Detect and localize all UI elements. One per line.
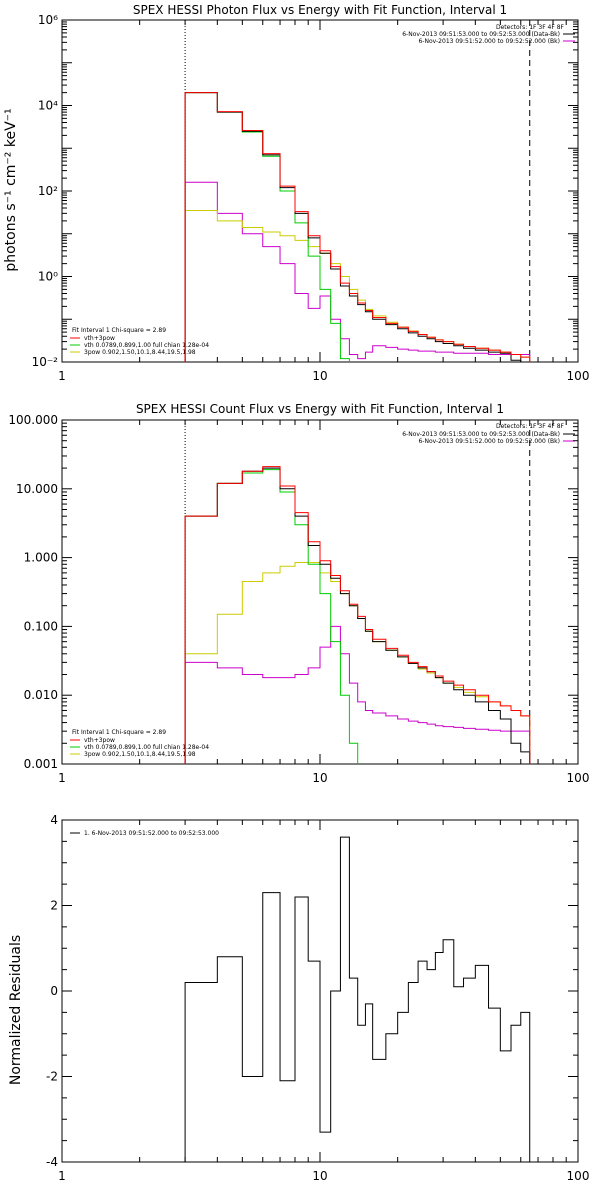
photon-legend-data-interval: 6-Nov-2013 09:51:53.000 to 09:52:53.000 … [402,31,560,38]
residuals-ytick-label: -4 [46,1155,58,1169]
photon-series-total-fit [184,92,531,362]
photon-fit-thermal-label: vth 0.0789,0.899,1.00 full chian 1.28e-0… [84,342,209,349]
photon-fit-chisq: Fit Interval 1 Chi-square = 2.89 [72,327,166,334]
count-fit-total-label: vth+3pow [84,737,115,744]
photon-flux-panel: SPEX HESSI Photon Flux vs Energy with Fi… [3,3,590,383]
count-series-background-model [184,625,531,764]
count-legend-detectors: Detectors: 1F 3F 4F 8F [496,423,565,430]
photon-flux-fit-legend: Fit Interval 1 Chi-square = 2.89 vth+3po… [70,327,209,356]
residuals-xtick-label: 1 [58,1169,66,1183]
photon-xtick-label: 1 [58,369,66,383]
residuals-ytick-label: -2 [46,1070,58,1084]
photon-ytick-label: 10⁻² [32,355,59,369]
residuals-legend: 1. 6-Nov-2013 09:51:52.000 to 09:52:53.0… [70,830,219,837]
residuals-legend-label: 1. 6-Nov-2013 09:51:52.000 to 09:52:53.0… [84,830,219,837]
photon-series-thermal [184,92,350,362]
photon-legend-detectors: Detectors: 1F 3F 4F 8F [496,24,565,31]
photon-flux-ylabel: photons s⁻¹ cm⁻² keV⁻¹ [3,108,19,271]
photon-fit-total-label: vth+3pow [84,335,115,342]
residuals-ylabel: Normalized Residuals [8,935,24,1085]
photon-xtick-label: 10 [312,369,327,383]
count-flux-panel: SPEX HESSI Count Flux vs Energy with Fit… [8,402,590,785]
residuals-ytick-label: 0 [50,984,58,998]
count-xtick-label: 100 [567,771,590,785]
count-xtick-label: 10 [312,771,327,785]
photon-flux-title: SPEX HESSI Photon Flux vs Energy with Fi… [133,3,507,17]
count-ytick-label: 0.010 [24,688,58,702]
count-ytick-label: 0.100 [24,619,58,633]
count-xtick-label: 1 [58,771,66,785]
photon-flux-legend: Detectors: 1F 3F 4F 8F 6-Nov-2013 09:51:… [402,24,575,45]
photon-legend-bk-interval: 6-Nov-2013 09:51:52.000 to 09:52:52.000 … [418,38,560,45]
photon-ytick-label: 10⁴ [38,99,58,113]
count-flux-title: SPEX HESSI Count Flux vs Energy with Fit… [136,402,504,416]
residuals-xtick-label: 100 [567,1169,590,1183]
count-ytick-label: 10.000 [16,482,58,496]
photon-fit-nonthermal-label: 3pow 0.902,1.50,10.1,8.44,19.5,1.98 [84,349,196,356]
photon-ytick-label: 10⁰ [38,270,58,284]
count-fit-nonthermal-label: 3pow 0.902,1.50,10.1,8.44,19.5,1.98 [84,751,196,758]
count-series-total-fit [184,466,531,764]
residuals-panel: Normalized Residuals 1. 6-Nov-2013 09:51… [8,813,589,1183]
count-fit-thermal-label: vth 0.0789,0.899,1.00 full chian 1.28e-0… [84,744,209,751]
photon-ytick-label: 10² [38,184,58,198]
count-legend-data-interval: 6-Nov-2013 09:51:53.000 to 09:52:53.000 … [402,431,560,438]
count-series-thermal [184,469,359,764]
residuals-series-data [184,836,531,1162]
photon-ytick-label: 10⁶ [38,13,58,27]
residuals-ytick-label: 4 [50,813,58,827]
photon-series-background-model [184,181,531,362]
count-flux-fit-legend: Fit Interval 1 Chi-square = 2.89 vth+3po… [70,729,209,758]
count-ytick-label: 0.001 [24,757,58,771]
count-ytick-label: 1.000 [24,551,58,565]
count-fit-chisq: Fit Interval 1 Chi-square = 2.89 [72,729,166,736]
count-legend-bk-interval: 6-Nov-2013 09:51:52.000 to 09:52:52.000 … [418,438,560,445]
count-ytick-label: 100.000 [8,413,58,427]
residuals-ytick-label: 2 [50,899,58,913]
residuals-xtick-label: 10 [312,1169,327,1183]
photon-xtick-label: 100 [567,369,590,383]
